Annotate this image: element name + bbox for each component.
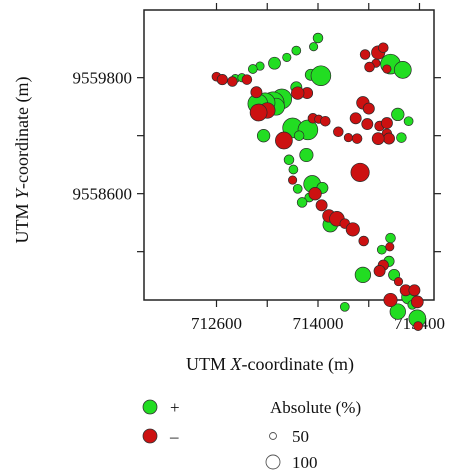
point-negative — [380, 117, 393, 130]
point-positive — [403, 116, 414, 127]
data-points — [211, 32, 427, 331]
point-negative — [382, 64, 392, 74]
point-positive — [385, 232, 396, 244]
point-negative — [349, 112, 362, 125]
point-positive — [354, 266, 372, 284]
point-negative — [315, 199, 328, 212]
point-negative — [358, 235, 369, 247]
point-positive — [376, 244, 387, 255]
point-positive — [288, 164, 299, 175]
point-negative — [383, 292, 398, 308]
tick-labels: 71260071400071540095586009559800 — [73, 69, 446, 333]
legend-positive-label: + — [170, 398, 180, 417]
point-negative — [216, 74, 228, 86]
point-positive — [292, 183, 303, 194]
point-negative — [364, 61, 375, 73]
point-negative — [393, 277, 404, 287]
point-negative — [408, 284, 421, 297]
y-axis-title: UTM Y-coordinate (m) — [12, 77, 33, 244]
legend-size-large-marker — [265, 454, 281, 470]
point-positive — [283, 154, 295, 166]
point-positive — [291, 45, 302, 56]
legend-positive-marker — [142, 399, 158, 415]
x-axis-title: UTM X-coordinate (m) — [186, 354, 354, 375]
x-tick-label: 712600 — [191, 314, 242, 333]
legend-negative-marker — [142, 428, 158, 444]
point-negative — [275, 131, 293, 150]
point-positive — [299, 147, 314, 163]
point-positive — [268, 56, 281, 70]
point-negative — [383, 132, 395, 145]
point-negative — [373, 265, 386, 277]
point-negative — [291, 86, 305, 100]
point-negative — [361, 118, 374, 131]
legend-size-small-label: 50 — [292, 427, 309, 446]
point-positive — [339, 301, 350, 312]
point-positive — [391, 107, 405, 122]
point-positive — [310, 65, 332, 86]
point-negative — [288, 175, 298, 185]
point-positive — [256, 129, 271, 143]
point-positive — [396, 132, 407, 143]
legend-size-small-marker — [269, 432, 277, 440]
point-positive — [247, 64, 258, 74]
point-negative — [385, 242, 395, 252]
point-negative — [359, 49, 371, 60]
point-negative — [371, 132, 385, 145]
point-negative — [351, 133, 363, 144]
point-negative — [227, 76, 238, 87]
point-negative — [320, 115, 331, 127]
point-negative — [249, 103, 268, 122]
point-negative — [362, 102, 375, 115]
y-tick-label: 9558600 — [73, 185, 133, 204]
legend: + – Absolute (%) 50 100 — [142, 398, 361, 472]
legend-size-large-label: 100 — [292, 453, 318, 472]
point-positive — [282, 52, 292, 62]
point-negative — [410, 295, 424, 309]
point-negative — [350, 162, 370, 182]
point-negative — [378, 42, 389, 53]
point-negative — [241, 74, 253, 85]
legend-size-title: Absolute (%) — [270, 398, 361, 417]
point-positive — [393, 61, 412, 79]
point-positive — [296, 197, 308, 208]
point-negative — [413, 321, 423, 331]
point-positive — [309, 42, 319, 52]
legend-negative-label: – — [169, 427, 179, 446]
y-tick-label: 9559800 — [73, 69, 133, 88]
point-negative — [333, 126, 344, 138]
x-tick-label: 714000 — [293, 314, 344, 333]
point-negative — [308, 187, 322, 201]
point-negative — [343, 133, 353, 143]
point-positive — [312, 32, 324, 44]
point-positive — [293, 130, 305, 141]
point-positive — [389, 303, 406, 320]
point-negative — [345, 222, 360, 237]
point-negative — [250, 86, 263, 99]
